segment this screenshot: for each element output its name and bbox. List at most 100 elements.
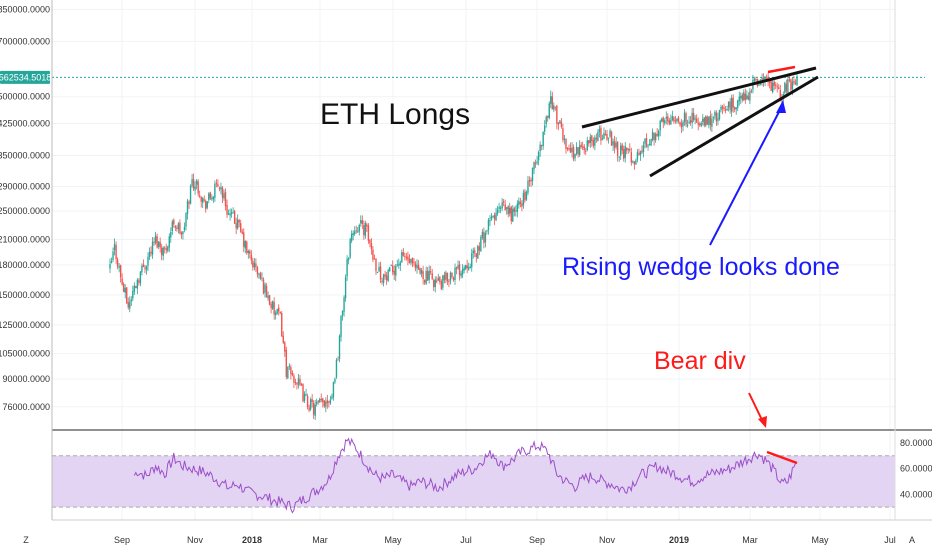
candle-body bbox=[136, 279, 139, 289]
candle-body bbox=[410, 259, 412, 263]
candle-body bbox=[282, 335, 284, 343]
candle-body bbox=[316, 401, 318, 405]
candle-body bbox=[510, 206, 512, 222]
candle-body bbox=[699, 124, 701, 126]
candle-body bbox=[717, 118, 719, 121]
candle-body bbox=[294, 381, 297, 384]
rsi-axis: 80.0000 60.0000 40.0000 bbox=[900, 438, 932, 499]
time-tick-label: Sep bbox=[529, 535, 545, 545]
red-arrow-head bbox=[758, 416, 767, 428]
candle-body bbox=[322, 398, 324, 402]
candle-body bbox=[220, 187, 222, 190]
candle-body bbox=[455, 266, 458, 269]
candle-body bbox=[291, 372, 294, 376]
candle-body bbox=[370, 242, 373, 249]
candle-body bbox=[793, 80, 795, 83]
candle-body bbox=[413, 262, 415, 264]
candle-body bbox=[194, 186, 196, 191]
candle-body bbox=[203, 199, 205, 201]
candle-body bbox=[385, 275, 388, 281]
candle-body bbox=[755, 79, 757, 81]
candle-body bbox=[787, 79, 789, 94]
candle-body bbox=[205, 200, 207, 210]
candle-body bbox=[115, 245, 117, 260]
candle-body bbox=[350, 233, 353, 241]
candle-body bbox=[490, 216, 493, 220]
candle-body bbox=[273, 302, 275, 315]
candle-body bbox=[471, 253, 473, 268]
candle-body bbox=[132, 291, 134, 299]
candle-body bbox=[685, 113, 687, 125]
candle-body bbox=[390, 264, 392, 266]
candle-body bbox=[150, 251, 152, 254]
candle-body bbox=[261, 277, 263, 279]
candle-body bbox=[744, 93, 747, 100]
candle-body bbox=[445, 272, 447, 280]
candle-body bbox=[467, 267, 470, 270]
candle-body bbox=[519, 201, 522, 204]
candle-body bbox=[683, 112, 686, 122]
candle-body bbox=[784, 82, 786, 93]
candle-body bbox=[735, 107, 737, 110]
candle-body bbox=[484, 233, 487, 243]
candle-body bbox=[764, 76, 766, 81]
candle-body bbox=[192, 179, 195, 189]
price-tick-label: 250000.0000 bbox=[0, 206, 50, 216]
bottom-right-icon[interactable]: A bbox=[909, 535, 915, 545]
candle-body bbox=[758, 84, 760, 86]
price-tick-label: 76000.0000 bbox=[2, 402, 50, 412]
candle-body bbox=[741, 94, 743, 100]
candle-body bbox=[671, 116, 674, 121]
candle-body bbox=[740, 95, 742, 99]
candle-body bbox=[527, 180, 529, 193]
blue-arrow-head bbox=[776, 100, 786, 113]
candle-body bbox=[141, 265, 143, 273]
candle-body bbox=[174, 226, 177, 228]
candle-body bbox=[499, 207, 502, 209]
candle-body bbox=[439, 276, 441, 283]
candle-body bbox=[256, 267, 259, 275]
candle-body bbox=[632, 161, 634, 163]
candle-body bbox=[112, 251, 114, 261]
candle-body bbox=[548, 103, 550, 119]
candle-body bbox=[177, 223, 180, 230]
candle-body bbox=[727, 101, 730, 108]
candle-body bbox=[495, 212, 497, 221]
candle-body bbox=[253, 262, 256, 268]
candle-body bbox=[480, 237, 482, 252]
candle-body bbox=[466, 265, 468, 269]
candle-body bbox=[442, 275, 444, 288]
candle-body bbox=[238, 220, 240, 223]
candle-body bbox=[171, 221, 174, 231]
candle-body bbox=[773, 81, 775, 86]
candle-body bbox=[516, 203, 519, 212]
candle-body bbox=[326, 400, 329, 404]
candle-body bbox=[173, 219, 175, 225]
candle-body bbox=[531, 167, 534, 182]
candle-body bbox=[691, 112, 693, 123]
candle-body bbox=[718, 109, 721, 120]
candle-body bbox=[341, 310, 344, 316]
time-tick-label: Nov bbox=[187, 535, 204, 545]
time-tick-label: Jul bbox=[884, 535, 896, 545]
time-axis: Sep Nov 2018 Mar May Jul Sep Nov 2019 Mar May Jul bbox=[114, 535, 896, 545]
bottom-left-icon[interactable]: Z bbox=[23, 535, 29, 545]
candle-body bbox=[595, 137, 598, 140]
candle-body bbox=[674, 120, 677, 122]
candle-body bbox=[308, 407, 310, 411]
candle-body bbox=[381, 280, 383, 283]
candle-body bbox=[110, 260, 113, 264]
candle-body bbox=[501, 202, 503, 209]
candle-body bbox=[504, 204, 506, 211]
candle-body bbox=[692, 113, 695, 120]
candle-body bbox=[344, 277, 347, 299]
candle-body bbox=[279, 311, 281, 314]
candle-body bbox=[603, 133, 605, 139]
candle-body bbox=[762, 77, 765, 82]
price-tick-label: 425000.0000 bbox=[0, 118, 50, 128]
candle-body bbox=[771, 82, 774, 93]
candle-body bbox=[616, 141, 619, 156]
candle-body bbox=[606, 133, 608, 140]
candle-body bbox=[325, 401, 327, 407]
candle-body bbox=[303, 393, 306, 401]
